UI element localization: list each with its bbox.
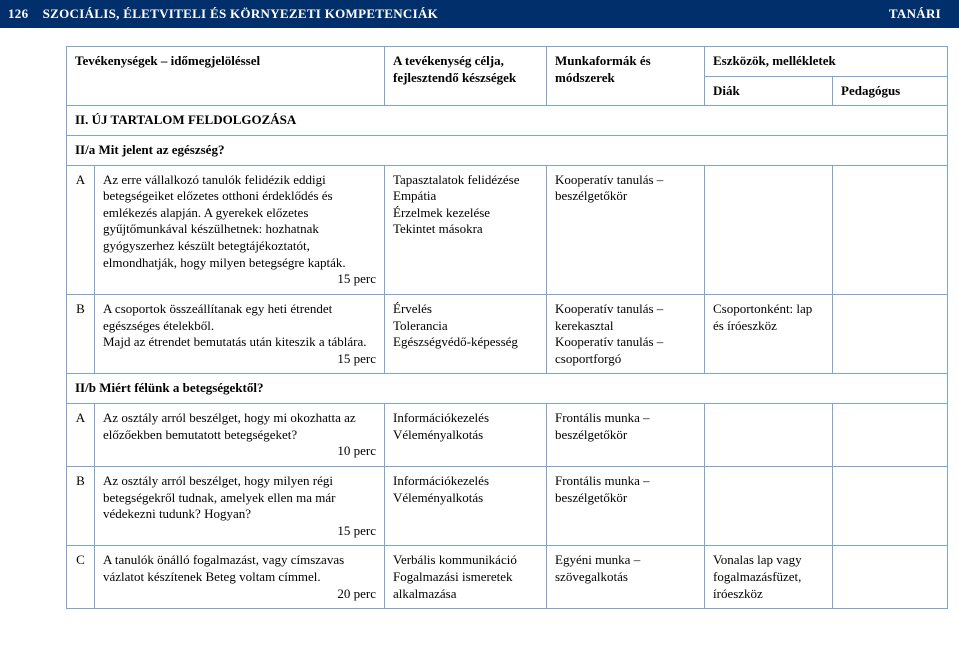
ped-cell	[833, 294, 948, 374]
activity-cell: Az osztály arról beszélget, hogy milyen …	[95, 466, 385, 546]
activity-time: 15 perc	[103, 351, 376, 368]
activity-cell: A csoportok összeállítanak egy heti étre…	[95, 294, 385, 374]
table-row: B Az osztály arról beszélget, hogy milye…	[67, 466, 948, 546]
diak-cell: Csoportonként: lap és íróeszköz	[705, 294, 833, 374]
methods-cell: Kooperatív tanulás – beszélgetőkör	[547, 165, 705, 294]
col-pedagogus-header: Pedagógus	[833, 76, 948, 106]
diak-cell	[705, 165, 833, 294]
activity-text: Az osztály arról beszélget, hogy milyen …	[103, 473, 335, 521]
activity-text: A tanulók önálló fogalmazást, vagy címsz…	[103, 552, 344, 584]
activity-time: 20 perc	[103, 586, 376, 603]
activity-cell: Az osztály arról beszélget, hogy mi okoz…	[95, 404, 385, 467]
ped-cell	[833, 546, 948, 609]
subsection-b-title: II/b Miért félünk a betegségektől?	[67, 374, 948, 404]
activity-text: Az osztály arról beszélget, hogy mi okoz…	[103, 410, 356, 442]
skills-cell: Információkezelés Véleményalkotás	[385, 466, 547, 546]
table-row: A Az erre vállalkozó tanulók felidézik e…	[67, 165, 948, 294]
header-title-left: SZOCIÁLIS, ÉLETVITELI ÉS KÖRNYEZETI KOMP…	[43, 6, 438, 21]
skills-cell: Tapasztalatok felidézése Empátia Érzelme…	[385, 165, 547, 294]
page: 126 SZOCIÁLIS, ÉLETVITELI ÉS KÖRNYEZETI …	[0, 0, 959, 609]
activity-time: 10 perc	[103, 443, 376, 460]
methods-cell: Frontális munka – beszélgetőkör	[547, 466, 705, 546]
section-row: II. ÚJ TARTALOM FELDOLGOZÁSA	[67, 106, 948, 136]
col-tools-header: Eszközök, mellékletek	[705, 47, 948, 77]
ped-cell	[833, 165, 948, 294]
row-letter: A	[67, 165, 95, 294]
col-diak-header: Diák	[705, 76, 833, 106]
subsection-a-title: II/a Mit jelent az egészség?	[67, 135, 948, 165]
col-tools-header-text: Eszközök, mellékletek	[713, 53, 836, 68]
skills-cell: Információkezelés Véleményalkotás	[385, 404, 547, 467]
activity-time: 15 perc	[103, 271, 376, 288]
methods-cell: Egyéni munka – szövegalkotás	[547, 546, 705, 609]
diak-cell	[705, 404, 833, 467]
col-methods-header: Munkaformák és módszerek	[547, 47, 705, 106]
section-title: II. ÚJ TARTALOM FELDOLGOZÁSA	[67, 106, 948, 136]
header-title-right: TANÁRI	[889, 6, 941, 22]
row-letter: C	[67, 546, 95, 609]
table-row: C A tanulók önálló fogalmazást, vagy cím…	[67, 546, 948, 609]
row-letter: B	[67, 466, 95, 546]
skills-cell: Verbális kommunikáció Fogalmazási ismere…	[385, 546, 547, 609]
table-header-row-1: Tevékenységek – időmegjelöléssel A tevék…	[67, 47, 948, 77]
methods-cell: Kooperatív tanulás – kerekasztal Koopera…	[547, 294, 705, 374]
page-number: 126 SZOCIÁLIS, ÉLETVITELI ÉS KÖRNYEZETI …	[8, 6, 438, 22]
activity-time: 15 perc	[103, 523, 376, 540]
activity-cell: A tanulók önálló fogalmazást, vagy címsz…	[95, 546, 385, 609]
methods-cell: Frontális munka – beszélgetőkör	[547, 404, 705, 467]
skills-cell: Érvelés Tolerancia Egészségvédő-képesség	[385, 294, 547, 374]
ped-cell	[833, 466, 948, 546]
subsection-row: II/b Miért félünk a betegségektől?	[67, 374, 948, 404]
activity-text: A csoportok összeállítanak egy heti étre…	[103, 301, 367, 349]
activity-text: Az erre vállalkozó tanulók felidézik edd…	[103, 172, 346, 270]
content-area: Tevékenységek – időmegjelöléssel A tevék…	[0, 28, 959, 609]
row-letter: B	[67, 294, 95, 374]
col-activities-header: Tevékenységek – időmegjelöléssel	[67, 47, 385, 106]
col-skills-header: A tevékenység célja, fejlesztendő készsé…	[385, 47, 547, 106]
activity-cell: Az erre vállalkozó tanulók felidézik edd…	[95, 165, 385, 294]
table-row: B A csoportok összeállítanak egy heti ét…	[67, 294, 948, 374]
main-table: Tevékenységek – időmegjelöléssel A tevék…	[66, 46, 948, 609]
table-row: A Az osztály arról beszélget, hogy mi ok…	[67, 404, 948, 467]
subsection-row: II/a Mit jelent az egészség?	[67, 135, 948, 165]
diak-cell	[705, 466, 833, 546]
row-letter: A	[67, 404, 95, 467]
diak-cell: Vonalas lap vagy fogalmazásfüzet, íróesz…	[705, 546, 833, 609]
ped-cell	[833, 404, 948, 467]
page-number-text: 126	[8, 6, 28, 21]
page-header-bar: 126 SZOCIÁLIS, ÉLETVITELI ÉS KÖRNYEZETI …	[0, 0, 959, 28]
